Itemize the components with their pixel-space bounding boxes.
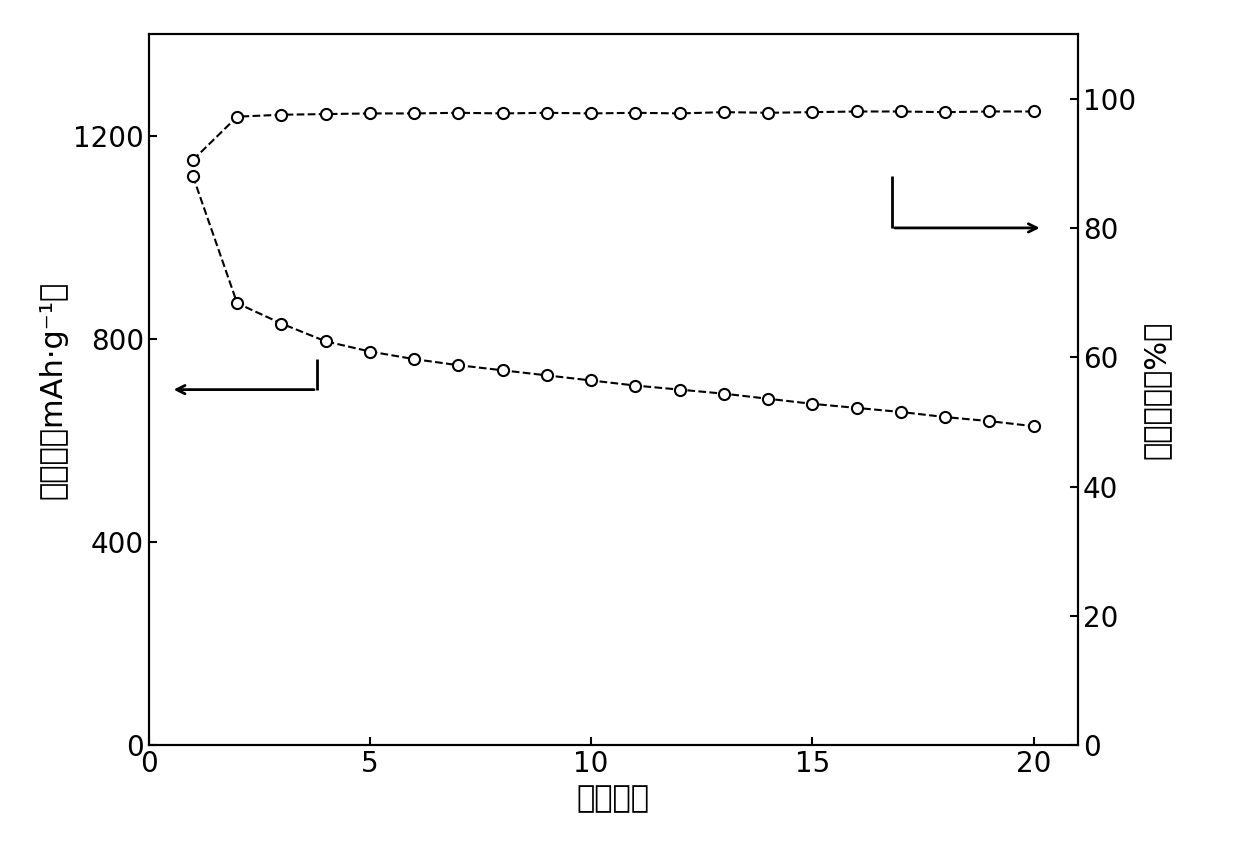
Y-axis label: 库伦效率（%）: 库伦效率（%）	[1141, 320, 1171, 459]
Y-axis label: 比容量（mAh·g⁻¹）: 比容量（mAh·g⁻¹）	[38, 280, 67, 499]
X-axis label: 循环次数: 循环次数	[577, 783, 649, 813]
